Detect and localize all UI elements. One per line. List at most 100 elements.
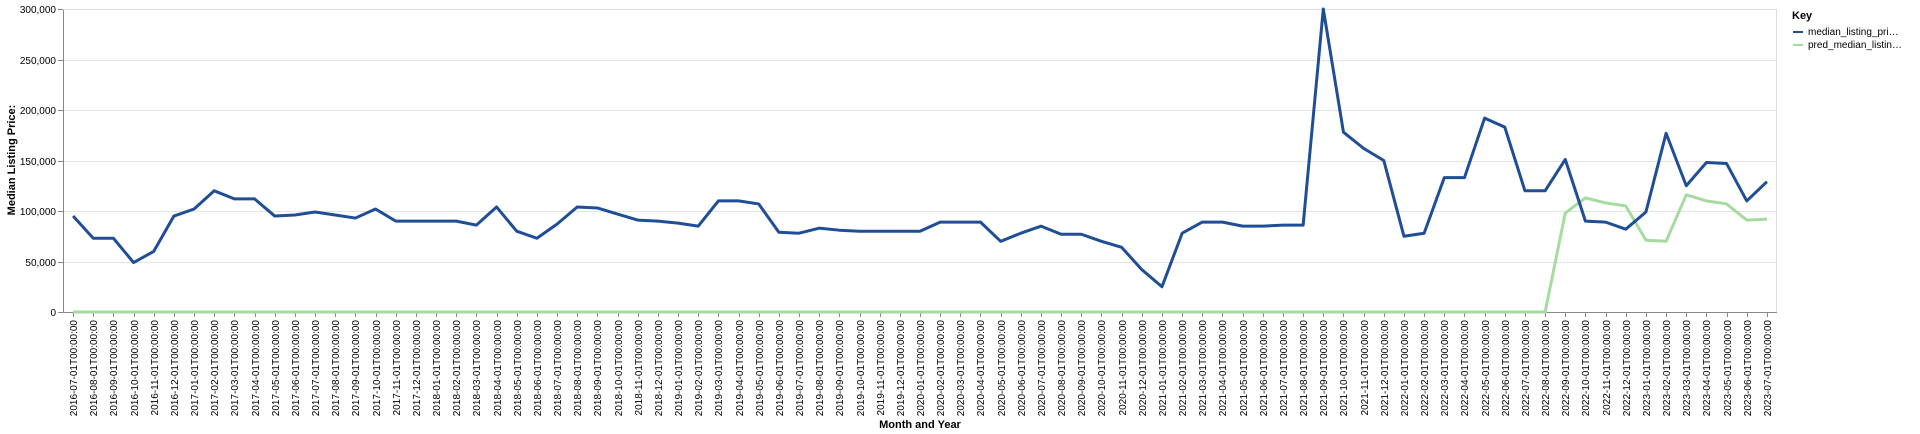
x-tick-label: 2021-01-01T00:00:00 — [1158, 320, 1169, 417]
x-tick-label: 2018-09-01T00:00:00 — [593, 320, 604, 417]
y-tick-label: 0 — [50, 308, 56, 319]
x-tick-label: 2020-01-01T00:00:00 — [916, 320, 927, 417]
x-tick-label: 2021-09-01T00:00:00 — [1319, 320, 1330, 417]
x-tick-label: 2020-04-01T00:00:00 — [976, 320, 987, 417]
y-tick-label: 300,000 — [20, 5, 57, 16]
x-tick-label: 2019-01-01T00:00:00 — [674, 320, 685, 417]
x-tick-label: 2020-05-01T00:00:00 — [997, 320, 1008, 417]
x-axis-title: Month and Year — [879, 419, 961, 431]
gridlines — [63, 9, 1777, 263]
x-tick-label: 2020-11-01T00:00:00 — [1118, 320, 1129, 416]
x-tick-label: 2019-04-01T00:00:00 — [735, 320, 746, 417]
x-tick-label: 2017-07-01T00:00:00 — [311, 320, 322, 417]
x-tick-label: 2017-04-01T00:00:00 — [251, 320, 262, 417]
x-tick-label: 2021-05-01T00:00:00 — [1239, 320, 1250, 417]
x-tick-label: 2022-10-01T00:00:00 — [1581, 320, 1592, 417]
legend-item-pred: pred_median_listin… — [1793, 40, 1902, 51]
x-tick-label: 2019-12-01T00:00:00 — [896, 320, 907, 417]
x-tick-label: 2022-01-01T00:00:00 — [1400, 320, 1411, 417]
x-tick-label: 2022-03-01T00:00:00 — [1440, 320, 1451, 417]
x-tick-label: 2018-06-01T00:00:00 — [533, 320, 544, 417]
series-line-median-listing-price — [71, 7, 1768, 289]
x-tick-label: 2021-11-01T00:00:00 — [1360, 320, 1371, 416]
legend: Key median_listing_pri… pred_median_list… — [1792, 10, 1902, 51]
x-ticks: 2016-07-01T00:00:00 2016-08-01T00:00:00 20… — [69, 312, 1774, 416]
x-tick-label: 2022-02-01T00:00:00 — [1420, 320, 1431, 417]
x-tick-label: 2017-03-01T00:00:00 — [230, 320, 241, 417]
x-tick-label: 2020-06-01T00:00:00 — [1017, 320, 1028, 417]
x-tick-label: 2019-06-01T00:00:00 — [775, 320, 786, 417]
x-tick-label: 2017-02-01T00:00:00 — [210, 320, 221, 417]
x-tick-label: 2016-09-01T00:00:00 — [109, 320, 120, 417]
x-tick-label: 2020-12-01T00:00:00 — [1138, 320, 1149, 417]
x-tick-label: 2023-06-01T00:00:00 — [1743, 320, 1754, 417]
x-tick-label: 2018-11-01T00:00:00 — [634, 320, 645, 416]
x-tick-label: 2019-10-01T00:00:00 — [856, 320, 867, 417]
x-tick-label: 2022-05-01T00:00:00 — [1481, 320, 1492, 417]
x-tick-label: 2016-11-01T00:00:00 — [150, 320, 161, 416]
y-ticks: 0 50,000 100,000 150,000 200,000 250,000 300,0… — [20, 5, 63, 319]
x-tick-label: 2017-05-01T00:00:00 — [271, 320, 282, 417]
x-tick-label: 2018-08-01T00:00:00 — [573, 320, 584, 417]
y-tick-label: 250,000 — [20, 56, 57, 67]
x-tick-label: 2020-10-01T00:00:00 — [1097, 320, 1108, 417]
x-tick-label: 2021-04-01T00:00:00 — [1218, 320, 1229, 417]
x-tick-label: 2020-02-01T00:00:00 — [936, 320, 947, 417]
y-tick-label: 150,000 — [20, 157, 57, 168]
x-tick-label: 2017-01-01T00:00:00 — [190, 320, 201, 417]
x-tick-label: 2016-12-01T00:00:00 — [170, 320, 181, 417]
x-tick-label: 2023-02-01T00:00:00 — [1662, 320, 1673, 417]
axes — [63, 9, 1777, 313]
x-tick-label: 2023-07-01T00:00:00 — [1763, 320, 1774, 417]
x-tick-label: 2019-02-01T00:00:00 — [694, 320, 705, 417]
x-tick-label: 2017-12-01T00:00:00 — [412, 320, 423, 417]
legend-title: Key — [1792, 10, 1813, 22]
x-tick-label: 2016-08-01T00:00:00 — [89, 320, 100, 417]
x-tick-label: 2017-06-01T00:00:00 — [291, 320, 302, 417]
x-tick-label: 2022-09-01T00:00:00 — [1561, 320, 1572, 417]
x-tick-label: 2016-07-01T00:00:00 — [69, 320, 80, 417]
x-tick-label: 2019-08-01T00:00:00 — [815, 320, 826, 417]
y-tick-label: 100,000 — [20, 207, 57, 218]
x-tick-label: 2023-04-01T00:00:00 — [1702, 320, 1713, 417]
x-tick-label: 2019-05-01T00:00:00 — [755, 320, 766, 417]
x-tick-label: 2019-11-01T00:00:00 — [876, 320, 887, 416]
legend-label-pred: pred_median_listin… — [1808, 40, 1902, 51]
x-tick-label: 2017-10-01T00:00:00 — [372, 320, 383, 417]
x-tick-label: 2018-03-01T00:00:00 — [472, 320, 483, 417]
x-tick-label: 2021-07-01T00:00:00 — [1279, 320, 1290, 417]
x-tick-label: 2021-12-01T00:00:00 — [1380, 320, 1391, 417]
x-tick-label: 2018-02-01T00:00:00 — [452, 320, 463, 417]
x-tick-label: 2020-07-01T00:00:00 — [1037, 320, 1048, 417]
x-tick-label: 2021-03-01T00:00:00 — [1198, 320, 1209, 417]
x-tick-label: 2020-03-01T00:00:00 — [956, 320, 967, 417]
x-tick-label: 2022-04-01T00:00:00 — [1460, 320, 1471, 417]
legend-item-median: median_listing_pri… — [1793, 27, 1899, 38]
x-tick-label: 2021-08-01T00:00:00 — [1299, 320, 1310, 417]
x-tick-label: 2022-11-01T00:00:00 — [1602, 320, 1613, 416]
x-tick-label: 2022-08-01T00:00:00 — [1541, 320, 1552, 417]
x-tick-label: 2023-03-01T00:00:00 — [1682, 320, 1693, 417]
x-tick-label: 2022-07-01T00:00:00 — [1521, 320, 1532, 417]
x-tick-label: 2022-12-01T00:00:00 — [1622, 320, 1633, 417]
x-tick-label: 2018-05-01T00:00:00 — [513, 320, 524, 417]
x-tick-label: 2023-01-01T00:00:00 — [1642, 320, 1653, 417]
x-tick-label: 2023-05-01T00:00:00 — [1723, 320, 1734, 417]
x-tick-label: 2018-10-01T00:00:00 — [614, 320, 625, 417]
x-tick-label: 2019-07-01T00:00:00 — [795, 320, 806, 417]
x-tick-label: 2022-06-01T00:00:00 — [1501, 320, 1512, 417]
x-tick-label: 2017-09-01T00:00:00 — [351, 320, 362, 417]
x-tick-label: 2018-01-01T00:00:00 — [432, 320, 443, 417]
x-tick-label: 2019-09-01T00:00:00 — [835, 320, 846, 417]
x-tick-label: 2020-09-01T00:00:00 — [1077, 320, 1088, 417]
x-tick-label: 2017-11-01T00:00:00 — [392, 320, 403, 416]
y-tick-label: 200,000 — [20, 106, 57, 117]
x-tick-label: 2017-08-01T00:00:00 — [331, 320, 342, 417]
x-tick-label: 2018-12-01T00:00:00 — [654, 320, 665, 417]
x-tick-label: 2021-06-01T00:00:00 — [1259, 320, 1270, 417]
x-tick-label: 2018-04-01T00:00:00 — [493, 320, 504, 417]
x-tick-label: 2020-08-01T00:00:00 — [1057, 320, 1068, 417]
x-tick-label: 2021-02-01T00:00:00 — [1178, 320, 1189, 417]
y-tick-label: 50,000 — [25, 258, 56, 269]
